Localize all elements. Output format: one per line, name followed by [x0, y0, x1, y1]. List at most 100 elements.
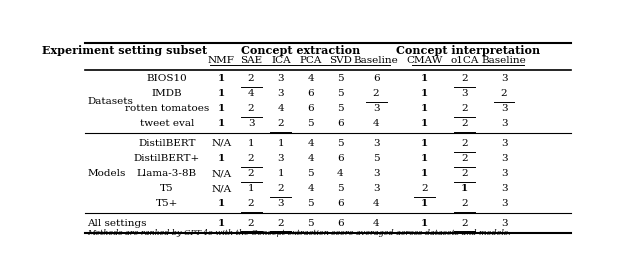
- Text: 1: 1: [421, 74, 428, 83]
- Text: 1: 1: [218, 104, 225, 113]
- Text: N/A: N/A: [211, 169, 232, 178]
- Text: 3: 3: [461, 89, 468, 98]
- Text: 5: 5: [337, 184, 344, 193]
- Text: 3: 3: [500, 169, 508, 178]
- Text: 4: 4: [307, 184, 314, 193]
- Text: 5: 5: [337, 89, 344, 98]
- Text: 2: 2: [421, 184, 428, 193]
- Text: 1: 1: [461, 184, 468, 193]
- Text: 6: 6: [337, 119, 344, 129]
- Text: 4: 4: [307, 154, 314, 163]
- Text: 5: 5: [337, 74, 344, 83]
- Text: Llama-3-8B: Llama-3-8B: [137, 169, 197, 178]
- Text: 1: 1: [421, 139, 428, 148]
- Text: 6: 6: [337, 219, 344, 228]
- Text: 3: 3: [372, 184, 380, 193]
- Text: 2: 2: [248, 154, 255, 163]
- Text: 2: 2: [278, 219, 284, 228]
- Text: 2: 2: [461, 219, 468, 228]
- Text: 4: 4: [372, 199, 380, 208]
- Text: 2: 2: [372, 89, 380, 98]
- Text: 2: 2: [461, 74, 468, 83]
- Text: 1: 1: [421, 219, 428, 228]
- Text: tweet eval: tweet eval: [140, 119, 194, 129]
- Text: NMF: NMF: [208, 56, 235, 65]
- Text: 1: 1: [218, 74, 225, 83]
- Text: BIOS10: BIOS10: [147, 74, 187, 83]
- Text: 1: 1: [248, 184, 255, 193]
- Text: 2: 2: [461, 199, 468, 208]
- Text: 2: 2: [248, 104, 255, 113]
- Text: 3: 3: [500, 119, 508, 129]
- Text: 1: 1: [218, 119, 225, 129]
- Text: 1: 1: [421, 169, 428, 178]
- Text: 3: 3: [500, 199, 508, 208]
- Text: 5: 5: [372, 154, 380, 163]
- Text: 2: 2: [278, 119, 284, 129]
- Text: 2: 2: [248, 199, 255, 208]
- Text: 6: 6: [307, 104, 314, 113]
- Text: Concept interpretation: Concept interpretation: [396, 45, 540, 56]
- Text: 6: 6: [372, 74, 380, 83]
- Text: rotten tomatoes: rotten tomatoes: [125, 104, 209, 113]
- Text: 3: 3: [248, 119, 255, 129]
- Text: Models: Models: [88, 169, 126, 178]
- Text: 3: 3: [500, 104, 508, 113]
- Text: PCA: PCA: [300, 56, 322, 65]
- Text: Datasets: Datasets: [88, 97, 133, 106]
- Text: 3: 3: [500, 219, 508, 228]
- Text: 1: 1: [218, 199, 225, 208]
- Text: Baseline: Baseline: [482, 56, 527, 65]
- Text: 2: 2: [461, 169, 468, 178]
- Text: 5: 5: [307, 119, 314, 129]
- Text: 3: 3: [372, 169, 380, 178]
- Text: N/A: N/A: [211, 139, 232, 148]
- Text: 1: 1: [218, 154, 225, 163]
- Text: 4: 4: [307, 74, 314, 83]
- Text: Experiment setting subset: Experiment setting subset: [42, 45, 207, 56]
- Text: 1: 1: [248, 139, 255, 148]
- Text: 3: 3: [372, 139, 380, 148]
- Text: 2: 2: [461, 119, 468, 129]
- Text: Methods are ranked by GPT-4o with the Concept extraction score averaged across d: Methods are ranked by GPT-4o with the Co…: [88, 229, 511, 237]
- Text: ICA: ICA: [271, 56, 291, 65]
- Text: 2: 2: [248, 74, 255, 83]
- Text: 1: 1: [278, 139, 284, 148]
- Text: 2: 2: [248, 219, 255, 228]
- Text: 6: 6: [337, 154, 344, 163]
- Text: T5+: T5+: [156, 199, 178, 208]
- Text: 6: 6: [307, 89, 314, 98]
- Text: 4: 4: [337, 169, 344, 178]
- Text: CMAW: CMAW: [406, 56, 443, 65]
- Text: DistilBERT+: DistilBERT+: [134, 154, 200, 163]
- Text: 2: 2: [461, 104, 468, 113]
- Text: 1: 1: [218, 89, 225, 98]
- Text: o1CA: o1CA: [450, 56, 479, 65]
- Text: 3: 3: [372, 104, 380, 113]
- Text: All settings: All settings: [88, 219, 147, 228]
- Text: 2: 2: [248, 169, 255, 178]
- Text: 1: 1: [421, 154, 428, 163]
- Text: 5: 5: [307, 169, 314, 178]
- Text: 2: 2: [500, 89, 508, 98]
- Text: 1: 1: [218, 219, 225, 228]
- Text: T5: T5: [160, 184, 173, 193]
- Text: Baseline: Baseline: [354, 56, 399, 65]
- Text: 2: 2: [278, 184, 284, 193]
- Text: 3: 3: [500, 184, 508, 193]
- Text: 1: 1: [421, 119, 428, 129]
- Text: 4: 4: [278, 104, 284, 113]
- Text: 6: 6: [337, 199, 344, 208]
- Text: Concept extraction: Concept extraction: [241, 45, 360, 56]
- Text: IMDB: IMDB: [152, 89, 182, 98]
- Text: 1: 1: [421, 199, 428, 208]
- Text: 3: 3: [500, 154, 508, 163]
- Text: 3: 3: [278, 199, 284, 208]
- Text: DistilBERT: DistilBERT: [138, 139, 196, 148]
- Text: 5: 5: [337, 139, 344, 148]
- Text: 1: 1: [421, 89, 428, 98]
- Text: 3: 3: [500, 139, 508, 148]
- Text: SAE: SAE: [240, 56, 262, 65]
- Text: 5: 5: [337, 104, 344, 113]
- Text: 3: 3: [278, 89, 284, 98]
